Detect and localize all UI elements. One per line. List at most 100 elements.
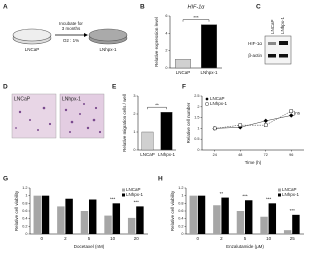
legend-label: LNCaP xyxy=(210,96,225,101)
bar xyxy=(80,211,89,234)
bar xyxy=(236,211,245,234)
x-axis-label: Time (h) xyxy=(245,160,262,165)
significance: *** xyxy=(110,197,116,202)
y-tick-label: 0 xyxy=(165,66,167,70)
legend-label: LNhpx-1 xyxy=(126,192,144,197)
panel-label: G xyxy=(3,176,8,183)
y-tick-label: 0 xyxy=(197,148,199,152)
legend-label: LNhpx-1 xyxy=(210,101,228,106)
bar xyxy=(41,195,50,234)
y-tick-label: 2.5 xyxy=(194,94,199,98)
significance-bracket xyxy=(182,19,210,22)
y-tick-label: 0.2 xyxy=(22,224,27,228)
panel-label: H xyxy=(158,176,163,183)
bar xyxy=(57,206,65,234)
x-tick-label: 0 xyxy=(41,236,44,241)
cells xyxy=(15,103,102,134)
significance: *** xyxy=(193,15,199,20)
dish-label: LNCaP xyxy=(25,47,40,52)
panel-label: E xyxy=(112,84,117,91)
legend-swatch xyxy=(122,193,125,197)
y-tick-label: 1.2 xyxy=(22,186,27,190)
panel-label: B xyxy=(140,4,145,11)
legend-label: LNCaP xyxy=(126,187,141,192)
y-tick-label: 0 xyxy=(181,232,183,236)
diagram: Incubate for 3 months O2 : 1% LNCaP LNhp… xyxy=(12,21,128,52)
y-tick-label: 2 xyxy=(197,105,199,109)
x-tick-label: 2 xyxy=(64,236,67,241)
micrograph xyxy=(59,93,105,139)
legend-label: LNCaP xyxy=(282,187,297,192)
y-tick-label: 0.4 xyxy=(22,217,27,221)
marker xyxy=(264,123,268,127)
bar xyxy=(65,198,73,234)
arrow-label: 3 months xyxy=(62,26,81,31)
bar xyxy=(112,203,121,234)
dish xyxy=(88,28,128,42)
bar xyxy=(136,206,144,234)
western-blot: LNCaP LNhpx-1 HIF-1α β-actin xyxy=(248,16,292,65)
y-axis-label: Relative migration cells / well xyxy=(122,94,127,152)
figure: A B C D E F G H Incubate for 3 months O2… xyxy=(3,4,304,249)
row-label: HIF-1α xyxy=(248,41,262,46)
band xyxy=(279,41,288,45)
y-tick-label: 1.5 xyxy=(194,116,199,120)
bar xyxy=(197,195,206,234)
marker xyxy=(288,113,294,118)
x-tick-label: 0 xyxy=(197,236,200,241)
x-tick-label: 2 xyxy=(220,236,223,241)
legend-swatch xyxy=(278,193,281,197)
row-label: β-actin xyxy=(248,53,262,58)
micrographs: LNCaP LNhpx-1 xyxy=(11,93,105,139)
x-tick-label: LNCaP xyxy=(140,152,155,157)
significance-bracket xyxy=(293,110,295,116)
blot-frame xyxy=(264,35,292,65)
significance: *** xyxy=(290,208,296,213)
panel-label: F xyxy=(182,84,186,91)
bar xyxy=(283,230,292,234)
y-tick-label: 0.4 xyxy=(178,217,183,221)
bar xyxy=(160,111,173,151)
bar xyxy=(141,131,154,151)
y-tick-label: 0.6 xyxy=(178,209,183,213)
y-tick-label: 1 xyxy=(133,130,135,134)
significance: *** xyxy=(134,200,140,205)
x-tick-label: 5 xyxy=(88,236,91,241)
band xyxy=(279,54,288,58)
legend-swatch xyxy=(278,188,281,192)
bar xyxy=(268,203,277,234)
y-tick-label: 0.6 xyxy=(22,209,27,213)
lane-label: LNCaP xyxy=(270,19,275,34)
micrograph-label: LNhpx-1 xyxy=(62,96,81,102)
micrograph-label: LNCaP xyxy=(14,96,31,102)
x-tick-label: LNCaP xyxy=(176,70,191,75)
y-tick-label: 1.2 xyxy=(178,186,183,190)
y-tick-label: 6 xyxy=(165,14,167,18)
x-tick-label: 20 xyxy=(134,236,140,241)
y-tick-label: 3 xyxy=(133,94,135,98)
x-tick-label: 48 xyxy=(238,153,242,157)
band xyxy=(268,42,276,45)
arrow-label: O2 : 1% xyxy=(63,38,79,43)
dish xyxy=(12,28,52,42)
x-tick-label: 10 xyxy=(266,236,272,241)
bar xyxy=(292,214,300,234)
bar xyxy=(174,59,191,69)
y-axis-label: Relative cell viability xyxy=(14,190,19,231)
significance: ** xyxy=(220,191,224,196)
bar xyxy=(260,216,268,234)
bar xyxy=(89,199,97,234)
x-axis-label: Enzalutamide (μM) xyxy=(226,244,264,249)
bar xyxy=(245,200,253,234)
band xyxy=(268,54,276,58)
marker xyxy=(289,109,293,113)
bar xyxy=(213,205,221,234)
arrow-head xyxy=(84,33,88,37)
x-tick-label: 10 xyxy=(110,236,116,241)
significance: *** xyxy=(266,197,272,202)
lane-label: LNhpx-1 xyxy=(280,16,285,34)
marker xyxy=(238,123,242,127)
bar xyxy=(33,195,41,234)
micrograph xyxy=(11,93,57,139)
y-tick-label: 0 xyxy=(133,148,135,152)
